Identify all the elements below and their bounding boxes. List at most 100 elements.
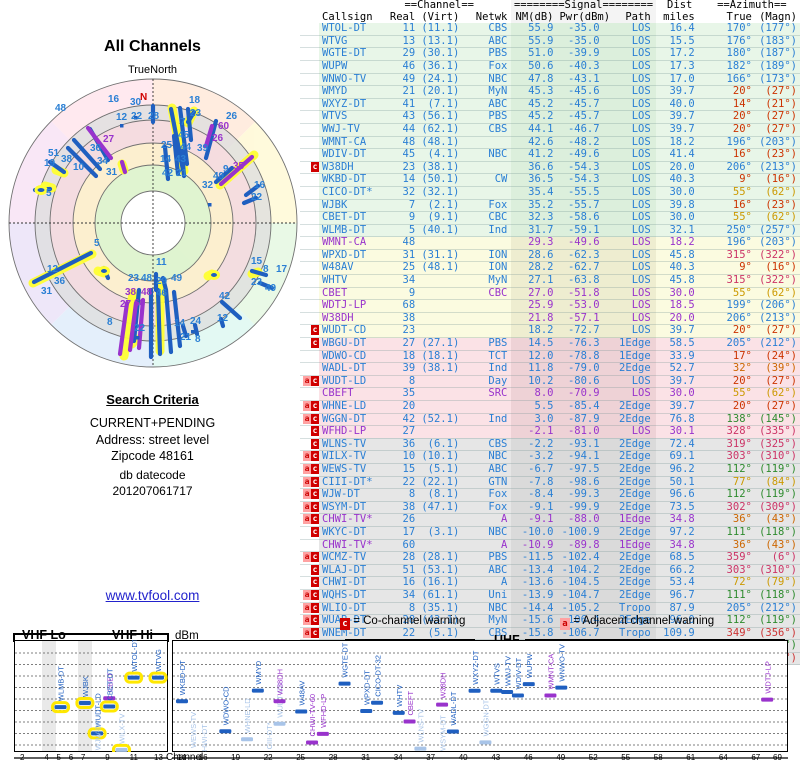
table-row[interactable]: WTVG 13 (13.1) ABC 55.9 -35.0 LOS 15.5 176° (183°… [300,35,800,49]
co-channel-warning-icon: c [311,426,319,437]
table-row[interactable]: WTVS 43 (56.1) PBS 45.2 -45.7 LOS 39.7 20° (27°) [300,111,800,124]
table-row[interactable]: c CHWI-DT 16 (16.1) A -13.6 -104.5 2Edge 53.4 72°… [300,577,800,590]
cell-noise-margin: -10.9 [511,539,560,553]
signal-marker[interactable] [414,746,427,751]
table-row[interactable]: WXYZ-DT 41 (7.1) ABC 45.2 -45.7 LOS 40.0 14° (21°… [300,98,800,112]
col-header-netwk: Netwk [475,10,508,23]
cell-azimuth-true: 55° [703,211,752,225]
table-row[interactable]: c WKYC-DT 17 (3.1) NBC -10.0 -100.9 2Edge 97.2 11… [300,526,800,540]
signal-marker[interactable] [152,675,164,680]
table-row[interactable]: WADL-DT 39 (38.1) Ind 11.8 -79.0 2Edge 52.7 32°(… [300,363,800,376]
table-row[interactable]: WMYD 21 (20.1) MyN 45.3 -45.6 LOS 39.7 20° (27°) [300,86,800,99]
table-row[interactable]: c WFHD-LP 27 -2.1 -81.0 LOS 30.1 328° (335°) [300,426,800,439]
signal-marker[interactable] [403,719,416,724]
table-row[interactable]: WJBK 7 (2.1) Fox 35.2 -55.7 LOS 39.8 16° (23°) [300,199,800,213]
table-row[interactable]: a c WJW-DT 8 (8.1) Fox -8.4 -99.3 2Edge 96.6 112°(… [300,489,800,502]
polar-channel-label: 35 [233,161,245,172]
cell-noise-margin: 27.1 [511,274,560,288]
signal-marker[interactable] [479,740,492,745]
cell-callsign: WUDT-CD [319,325,368,339]
table-row[interactable]: a c WUDT-LD 8 Day 10.2 -80.6 LOS 39.7 20° (27°) [300,375,800,389]
table-row[interactable]: c WBGU-DT 27 (27.1) PBS 14.5 -76.3 1Edge 58.5 205… [300,337,800,351]
signal-marker[interactable] [115,747,128,752]
signal-marker-label: WDWO-CD [222,686,231,725]
signal-marker[interactable] [219,729,232,734]
signal-marker[interactable] [371,700,384,705]
table-row[interactable]: CBET-DT 9 (9.1) CBC 32.3 -58.6 LOS 30.0 55° (62°) [300,211,800,225]
table-row[interactable]: WWJ-TV 44 (62.1) CBS 44.1 -46.7 LOS 39.7 20° (27°… [300,123,800,137]
signal-marker[interactable] [295,709,308,714]
cell-network: SRC [463,388,512,401]
signal-marker[interactable] [103,696,116,701]
table-row[interactable]: a c CIII-DT* 22 (22.1) GTN -7.8 -98.6 2Edge 50.1 7… [300,476,800,490]
table-row[interactable]: a c WCMZ-TV 28 (28.1) PBS -11.5 -102.4 2Edge 68.5… [300,552,800,565]
table-row[interactable]: a c WSYM-DT 38 (47.1) Fox -9.1 -99.9 2Edge 73.5 30… [300,501,800,515]
table-row[interactable]: WUPW 46 (36.1) Fox 50.6 -40.3 LOS 17.3 182° (189°… [300,60,800,74]
table-row[interactable]: CHWI-TV* 60 A -10.9 -89.8 1Edge 34.8 36° (43°) [300,539,800,553]
signal-marker[interactable] [127,675,140,680]
table-row[interactable]: c WLNS-TV 36 (6.1) CBS -2.2 -93.1 2Edge 72.4 319°… [300,438,800,452]
table-row[interactable]: WLMB-DT 5 (40.1) Ind 31.7 -59.1 LOS 32.1 250° (25… [300,224,800,238]
signal-marker[interactable] [522,682,535,687]
signal-marker[interactable] [446,729,459,734]
signal-marker[interactable] [241,737,254,742]
table-row[interactable]: WPXD-DT 31 (31.1) ION 28.6 -62.3 LOS 45.8 315° (3… [300,249,800,263]
table-row[interactable]: CICO-DT* 32 (32.1) 35.4 -55.5 LOS 30.0 55° (62°) [300,186,800,200]
table-row[interactable]: WGTE-DT 29 (30.1) PBS 51.0 -39.9 LOS 17.2 180° (1… [300,48,800,61]
table-row[interactable]: a c WEWS-TV 15 (5.1) ABC -6.7 -97.5 2Edge 96.2 112… [300,463,800,477]
tvfool-link[interactable]: www.tvfool.com [105,588,200,603]
table-row[interactable]: WTOL-DT 11 (11.1) CBS 55.9 -35.0 LOS 16.4 170° (1… [300,22,800,36]
signal-marker[interactable] [555,685,568,690]
table-row[interactable]: CBET 9 CBC 27.0 -51.8 LOS 30.0 55° (62°) [300,287,800,301]
table-row[interactable]: CBEFT 35 SRC 8.0 -70.9 LOS 30.0 55° (62°) [300,388,800,401]
table-row[interactable]: a c WGGN-DT 42 (52.1) Ind 3.0 -87.9 2Edge 76.8 138… [300,413,800,427]
signal-marker[interactable] [544,693,557,698]
signal-marker[interactable] [273,721,286,726]
cell-noise-margin: -2.2 [511,438,560,452]
signal-marker[interactable] [316,731,329,736]
cell-virtual-channel: (13.1) [415,35,464,49]
table-row[interactable]: W38DH 38 21.8 -57.1 LOS 20.0 206° (213°) [300,312,800,326]
signal-marker[interactable] [360,709,373,714]
table-row[interactable]: a c WQHS-DT 34 (61.1) Uni -13.9 -104.7 2Edge 96.7… [300,589,800,603]
table-row[interactable]: WDIV-DT 45 (4.1) NBC 41.2 -49.6 LOS 41.4 16° (23°… [300,149,800,162]
signal-marker[interactable] [176,699,188,704]
table-row[interactable]: a c WILX-TV 10 (10.1) NBC -3.2 -94.1 2Edge 69.1 30… [300,451,800,464]
cell-virtual-channel: (38.1) [415,363,464,376]
signal-marker[interactable] [501,689,514,694]
cell-distance: 39.7 [655,86,704,99]
table-row[interactable]: c WLAJ-DT 51 (53.1) ABC -13.4 -104.2 2Edge 66.2 3… [300,564,800,578]
table-row[interactable]: WDTJ-LP 68 25.9 -53.0 LOS 18.5 199° (206°) [300,300,800,313]
signal-marker[interactable] [392,710,405,715]
table-row[interactable]: WNWO-TV 49 (24.1) NBC 47.8 -43.1 LOS 17.0 166° (1… [300,73,800,87]
signal-marker[interactable] [761,697,774,702]
signal-marker[interactable] [490,688,503,693]
table-row[interactable]: a c WLIO-DT 8 (35.1) NBC -14.4 -105.2 Tropo 87.9 2… [300,602,800,616]
table-row[interactable]: c WUDT-CD 23 18.2 -72.7 LOS 39.7 20° (27°) [300,325,800,339]
signal-marker[interactable] [103,704,116,709]
signal-marker[interactable] [91,731,104,736]
signal-marker[interactable] [273,699,286,704]
table-row[interactable]: c W38DH 23 (38.1) 36.6 -54.3 LOS 20.0 206° (213°) [300,161,800,175]
signal-marker[interactable] [251,688,264,693]
table-row[interactable]: WHTV 34 MyN 27.1 -63.8 LOS 45.8 315° (322°) [300,274,800,288]
cell-azimuth-magnetic: (203°) [751,136,800,150]
table-row[interactable]: WKBD-DT 14 (50.1) CW 36.5 -54.3 LOS 40.3 9° (16°) [300,174,800,187]
signal-marker[interactable] [436,702,449,707]
table-row[interactable]: a c WHNE-LD 20 5.5 -85.4 2Edge 39.7 20° (27°) [300,400,800,414]
signal-marker[interactable] [78,700,91,705]
table-row[interactable]: WMNT-CA 48 (48.1) 42.6 -48.2 LOS 18.2 196° (203°… [300,136,800,150]
table-row[interactable]: W48AV 25 (48.1) ION 28.2 -62.7 LOS 40.3 9° (16°) [300,262,800,276]
table-row[interactable]: a c CHWI-TV* 26 A -9.1 -88.0 1Edge 34.8 36° (43°) [300,514,800,527]
table-row[interactable]: WMNT-CA 48 29.3 -49.6 LOS 18.2 196° (203°) [300,237,800,250]
polar-channel-label: 34 [97,156,109,167]
signal-marker[interactable] [468,688,481,693]
signal-marker[interactable] [306,740,319,745]
table-row[interactable]: WDWO-CD 18 (18.1) TCT 12.0 -78.8 1Edge 33.9 17°(… [300,350,800,364]
cell-power-dbm: -62.7 [559,262,608,276]
signal-marker[interactable] [54,705,67,710]
signal-marker[interactable] [511,693,524,698]
signal-marker[interactable] [338,681,351,686]
